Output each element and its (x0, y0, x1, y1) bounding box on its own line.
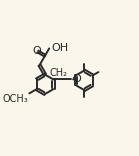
Text: CH₂: CH₂ (49, 68, 67, 78)
Text: O: O (32, 46, 41, 56)
Text: OH: OH (52, 43, 69, 53)
Text: OCH₃: OCH₃ (2, 94, 28, 104)
Text: O: O (72, 74, 81, 84)
